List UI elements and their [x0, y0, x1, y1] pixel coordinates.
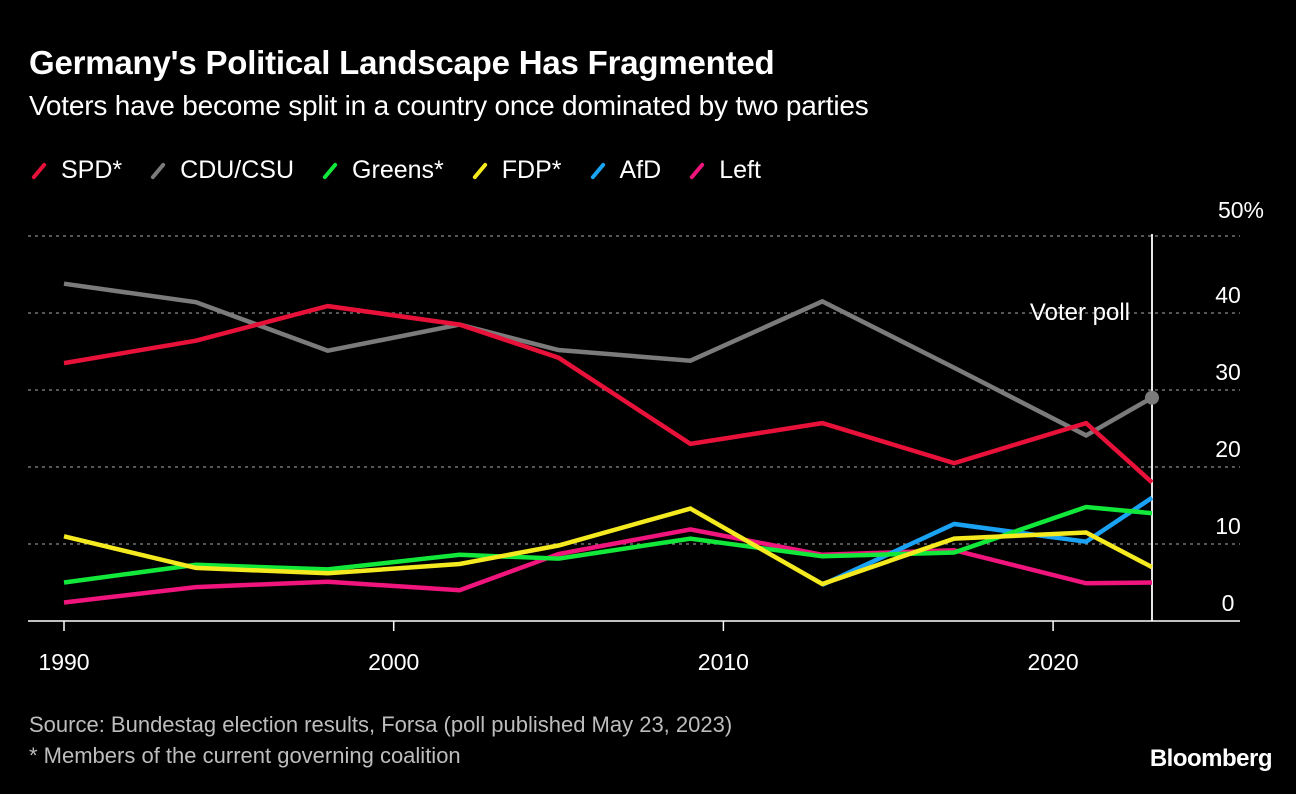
x-tick-label: 2000 [368, 649, 419, 675]
source-note: Source: Bundestag election results, Fors… [29, 712, 733, 737]
y-tick-label: 10 [1215, 513, 1241, 539]
bloomberg-logo: Bloomberg [1149, 745, 1273, 772]
y-tick-label: 0 [1222, 590, 1235, 616]
chart-subtitle: Voters have become split in a country on… [29, 90, 869, 121]
x-tick-label: 2010 [698, 649, 749, 675]
legend-label: SPD* [61, 156, 123, 184]
series-line [63, 506, 1154, 587]
legend-label: CDU/CSU [180, 156, 295, 184]
legend-item: Left [687, 156, 761, 185]
legend-item: AfD [588, 156, 662, 185]
series-line [63, 527, 1153, 605]
y-tick-label: 30 [1215, 359, 1241, 385]
legend-label: AfD [619, 156, 662, 184]
legend-label: Greens* [352, 156, 444, 184]
series-line [63, 303, 1154, 485]
legend: SPD* CDU/CSU Greens* FDP* AfD Left [29, 156, 787, 185]
legend-item: CDU/CSU [148, 156, 294, 185]
legend-item: Greens* [320, 156, 444, 185]
y-tick-label: 20 [1215, 436, 1241, 462]
legend-label: FDP* [501, 156, 562, 184]
legend-item: SPD* [29, 156, 122, 185]
y-tick-label: 40 [1215, 282, 1241, 308]
coalition-footnote: * Members of the current governing coali… [29, 743, 461, 768]
series-line [63, 281, 1154, 438]
chart-title: Germany's Political Landscape Has Fragme… [29, 44, 775, 81]
y-tick-label: 50% [1218, 197, 1264, 223]
x-tick-label: 1990 [38, 649, 89, 675]
voter-poll-annotation: Voter poll [1030, 299, 1130, 326]
series-line [63, 504, 1153, 585]
legend-label: Left [719, 156, 761, 184]
legend-item: FDP* [470, 156, 562, 185]
footer: Source: Bundestag election results, Fors… [29, 709, 732, 771]
poll-point-marker [1145, 390, 1159, 405]
x-tick-label: 2020 [1028, 649, 1079, 675]
